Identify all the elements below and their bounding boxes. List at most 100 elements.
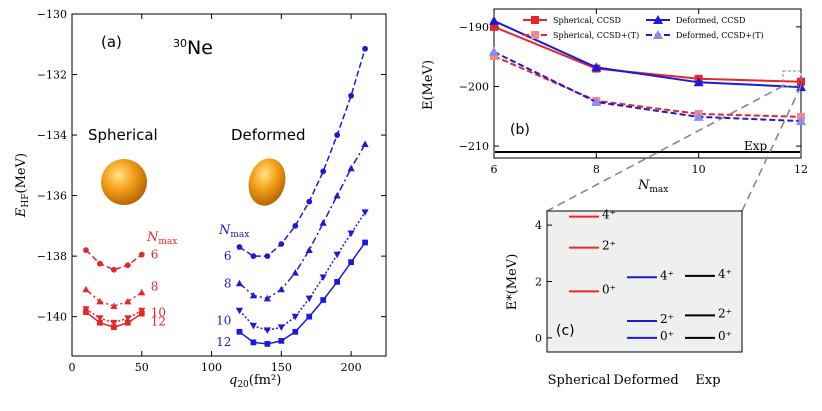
x-tick-label-a: 0 (69, 361, 76, 374)
ylabel-a-sub: HF (21, 193, 31, 207)
data-point-a (124, 297, 132, 305)
title-element: Ne (187, 37, 213, 59)
data-point-b (489, 46, 499, 56)
data-point-b (796, 116, 806, 126)
panel-a-ylabel: EHF(MeV) (14, 153, 31, 218)
panel-b-label: (b) (510, 122, 530, 138)
data-point-a (319, 274, 327, 281)
series-line-b (493, 55, 802, 118)
data-point-a (83, 309, 89, 315)
data-point-a (348, 259, 354, 266)
data-point-a (110, 319, 118, 327)
legend-marker (531, 31, 539, 39)
data-point-b (693, 77, 704, 87)
x-tick-label-b: 10 (692, 163, 706, 176)
legend-marker (653, 30, 663, 39)
y-tick-label-c: 2 (535, 276, 542, 289)
y-tick-label-a: −140 (37, 311, 67, 324)
data-point-b (490, 52, 498, 61)
data-point-a (96, 297, 104, 305)
legend-label: Deformed, CCSD (676, 16, 745, 25)
data-point-a (333, 251, 341, 259)
data-point-a (82, 285, 90, 293)
data-point-b (797, 77, 805, 86)
y-tick-label-b: −210 (459, 140, 489, 153)
data-point-a (97, 260, 103, 267)
nmax-label-spherical-sub: max (158, 237, 177, 247)
nmax-label-deformed-main: N (218, 223, 231, 238)
panel-a: 0 50 100 150 200 −140 −138 −136 −134 −132 −130 (a)… (14, 8, 387, 390)
data-point-a (124, 262, 131, 269)
title-mass-number: 30 (173, 37, 187, 50)
data-point-a (278, 337, 285, 344)
legend-label: Spherical, CCSD+(T) (553, 31, 639, 40)
spherical-label: Spherical (88, 126, 158, 144)
nmax-value-label: 10 (216, 314, 231, 328)
nmax-value-label: 6 (224, 249, 232, 263)
panel-c-frame (546, 210, 743, 353)
panel-c-ylabel: E*(MeV) (505, 254, 520, 311)
energy-level-label: 4⁺ (602, 208, 616, 222)
panel-a-xlabel: q20(fm²) (229, 373, 281, 390)
series-line-a (239, 48, 366, 257)
nmax-label-spherical-main: N (146, 230, 159, 245)
data-point-a (236, 328, 243, 335)
data-point-a (235, 279, 244, 287)
panel-a-frame (71, 13, 387, 357)
data-point-a (264, 253, 271, 260)
data-point-a (361, 209, 369, 216)
energy-level-label: 2⁺ (718, 306, 732, 320)
energy-level-label: 0⁺ (718, 329, 732, 343)
data-point-a (124, 319, 131, 326)
data-point-a (320, 168, 327, 175)
x-tick-label-b: 6 (491, 163, 498, 176)
data-point-a (292, 222, 299, 229)
nmax-value-label: 6 (151, 248, 159, 262)
y-tick-label-b: −200 (459, 80, 489, 93)
data-point-a (236, 244, 243, 250)
legend-marker (653, 15, 663, 24)
panel-b: 6 8 10 12 −210 −200 −190 Exp Spherical, CCSD De… (421, 8, 808, 195)
data-point-a (264, 341, 271, 347)
data-point-a (138, 310, 145, 317)
energy-level-label: 0⁺ (602, 282, 616, 296)
data-point-a (263, 294, 271, 302)
series-line-a (85, 249, 143, 271)
zoom-connector-left (546, 85, 784, 212)
data-point-a (97, 319, 103, 326)
data-point-a (277, 285, 285, 293)
legend-label: Deformed, CCSD+(T) (676, 31, 764, 40)
data-point-a (361, 140, 369, 148)
y-tick-label-c: 4 (535, 219, 542, 232)
data-point-a (362, 45, 368, 52)
data-point-a (110, 324, 117, 331)
xlabel-b-main: N (637, 178, 650, 193)
panel-b-ylabel: E(MeV) (421, 60, 436, 110)
data-point-a (362, 239, 368, 246)
y-tick-label-a: −136 (37, 190, 67, 203)
data-point-a (96, 315, 104, 322)
data-point-a (277, 324, 285, 331)
data-point-a (278, 241, 285, 247)
category-label: Deformed (613, 373, 678, 388)
data-point-a (319, 219, 327, 226)
y-tick-label-a: −130 (37, 8, 67, 21)
deformed-label: Deformed (231, 126, 306, 144)
nmax-value-label: 12 (216, 335, 231, 349)
x-tick-label-a: 100 (201, 361, 222, 374)
nmax-value-label: 8 (224, 276, 232, 290)
energy-level-label: 2⁺ (660, 312, 674, 326)
data-point-a (306, 198, 313, 205)
data-point-a (291, 269, 299, 276)
zoom-box (782, 70, 802, 87)
y-tick-label-a: −138 (37, 250, 67, 263)
ylabel-a-main: E (14, 207, 29, 218)
data-point-a (320, 297, 327, 303)
nmax-value-label: 12 (151, 315, 166, 329)
data-point-b (591, 62, 602, 72)
data-point-b (490, 22, 498, 31)
nmax-label-spherical: Nmax (146, 230, 177, 247)
series-line-a (239, 242, 366, 345)
data-point-b (489, 15, 499, 25)
data-point-a (263, 327, 271, 334)
